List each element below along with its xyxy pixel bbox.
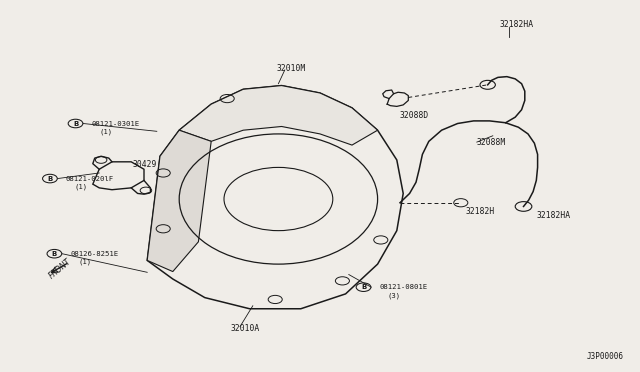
- Text: 08121-020lF: 08121-020lF: [66, 176, 114, 182]
- Text: 30429: 30429: [132, 160, 157, 169]
- Text: 32182H: 32182H: [466, 207, 495, 216]
- Text: (3): (3): [388, 292, 401, 299]
- Text: 32010M: 32010M: [276, 64, 306, 73]
- Text: 08121-0301E: 08121-0301E: [92, 121, 140, 126]
- Text: J3P00006: J3P00006: [587, 352, 624, 361]
- Text: (1): (1): [100, 128, 113, 135]
- Polygon shape: [179, 86, 378, 145]
- Polygon shape: [147, 130, 211, 272]
- Text: B: B: [361, 284, 366, 290]
- Text: B: B: [52, 251, 57, 257]
- Text: FRONT: FRONT: [47, 257, 73, 280]
- Text: 08126-8251E: 08126-8251E: [70, 251, 118, 257]
- Text: 32010A: 32010A: [230, 324, 260, 333]
- Text: 32182HA: 32182HA: [536, 211, 570, 220]
- Text: B: B: [73, 121, 78, 126]
- Text: B: B: [47, 176, 52, 182]
- Text: 32182HA: 32182HA: [499, 20, 533, 29]
- Text: 32088D: 32088D: [400, 111, 429, 120]
- Text: (1): (1): [79, 259, 92, 265]
- Text: (1): (1): [74, 183, 88, 190]
- Text: 08121-0801E: 08121-0801E: [380, 284, 428, 290]
- Text: 32088M: 32088M: [477, 138, 506, 147]
